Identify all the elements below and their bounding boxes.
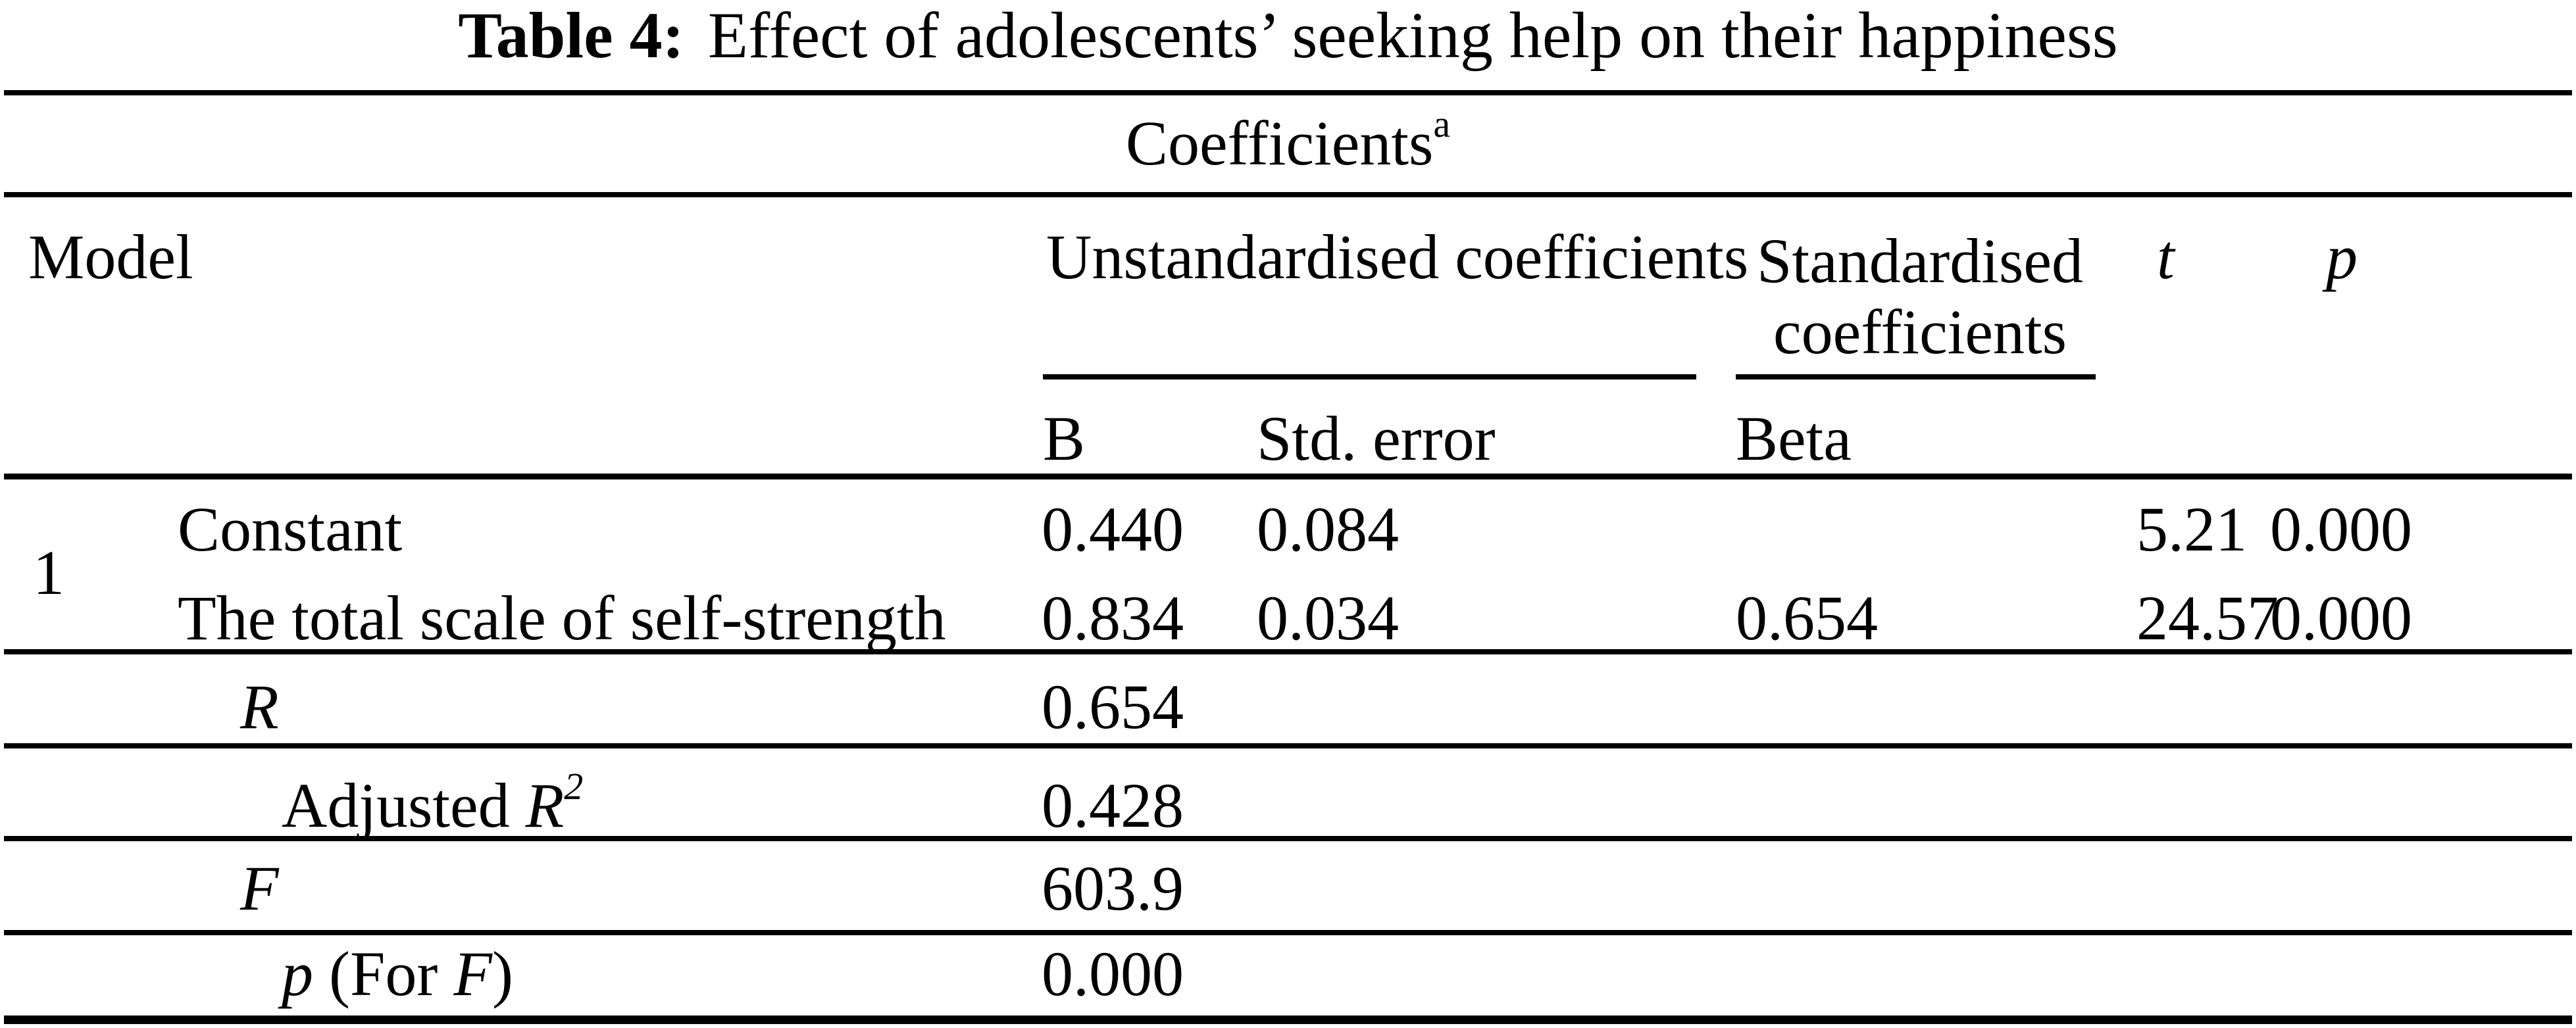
summary-r-value: 0.654 (1042, 672, 1184, 742)
row-constant-label: Constant (178, 494, 403, 564)
rule-below-r (4, 743, 2572, 748)
rule-below-coef-rows (4, 649, 2572, 654)
subheader-b: B (1043, 403, 1086, 474)
summary-p-for-f-fsymbol: F (453, 939, 492, 1009)
row-selfstrength-label: The total scale of self-strength (178, 583, 946, 653)
header-unstandardised: Unstandardised coefficients (1046, 222, 1749, 292)
header-standardised-line2: coefficients (1773, 297, 2067, 367)
subheader-beta: Beta (1736, 403, 1852, 474)
summary-p-for-f-value: 0.000 (1042, 939, 1184, 1009)
summary-adjusted-r2-value: 0.428 (1042, 770, 1184, 841)
summary-p-for-f-close: ) (492, 939, 513, 1009)
header-model: Model (28, 222, 193, 292)
row-selfstrength-b: 0.834 (1042, 583, 1184, 653)
row-constant-t: 5.21 (2136, 494, 2247, 564)
rule-below-adjusted-r2 (4, 836, 2572, 841)
row-selfstrength-beta: 0.654 (1736, 583, 1878, 653)
rule-top (4, 90, 2572, 95)
table-title-label: Table 4: (458, 0, 684, 72)
rule-below-caption (4, 192, 2572, 197)
header-t: t (2157, 222, 2175, 292)
summary-r-label: R (240, 672, 279, 742)
summary-p-symbol: p (282, 939, 313, 1009)
summary-p-for-f-label: p (For F) (282, 942, 513, 1006)
underline-unstandardised (1043, 374, 1696, 379)
table-caption: Coefficientsa (0, 105, 2576, 175)
underline-standardised (1736, 374, 2096, 379)
caption-text: Coefficients (1125, 108, 1434, 178)
table-title: Table 4: Effect of adolescents’ seeking h… (0, 1, 2576, 70)
summary-adjusted-r2-superscript: 2 (564, 765, 584, 808)
header-standardised: Standardised coefficients (1736, 226, 2104, 368)
rule-bottom (4, 1016, 2572, 1024)
header-standardised-line1: Standardised (1757, 226, 2083, 296)
model-number: 1 (33, 537, 64, 608)
summary-p-for-f-open: (For (313, 939, 454, 1009)
summary-adjusted-r2-label: Adjusted R2 (282, 768, 583, 837)
row-selfstrength-std-error: 0.034 (1257, 583, 1399, 653)
caption-footnote-marker: a (1433, 103, 1451, 145)
summary-f-value: 603.9 (1042, 853, 1184, 923)
row-selfstrength-t: 24.57 (2136, 583, 2279, 653)
header-p: p (2326, 222, 2358, 292)
table-title-text: Effect of adolescents’ seeking help on t… (707, 0, 2118, 72)
summary-adjusted-r2-word: Adjusted (282, 770, 526, 841)
summary-adjusted-r2-symbol: R (525, 770, 565, 841)
row-constant-std-error: 0.084 (1257, 494, 1399, 564)
rule-below-f (4, 930, 2572, 935)
row-selfstrength-p: 0.000 (2270, 583, 2412, 653)
summary-f-label: F (240, 853, 279, 923)
row-constant-p: 0.000 (2270, 494, 2412, 564)
subheader-std-error: Std. error (1257, 403, 1496, 474)
row-constant-b: 0.440 (1042, 494, 1184, 564)
rule-below-subheader (4, 474, 2572, 479)
